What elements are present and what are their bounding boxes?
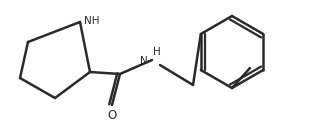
Text: O: O	[107, 109, 117, 122]
Text: NH: NH	[84, 16, 100, 26]
Text: H: H	[153, 47, 161, 57]
Text: N: N	[140, 56, 148, 66]
